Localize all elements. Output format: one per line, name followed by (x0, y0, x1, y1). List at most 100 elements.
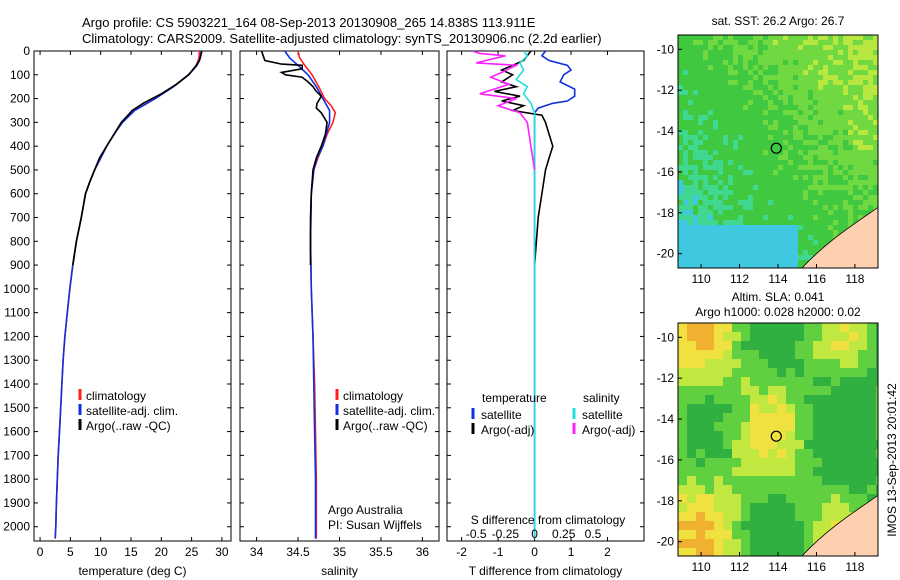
map-cell (733, 250, 738, 255)
map-cell (696, 350, 705, 359)
map-cell (678, 377, 687, 386)
map-cell (753, 185, 758, 190)
map-cell (818, 215, 823, 220)
map-cell (728, 45, 733, 50)
map-cell (828, 220, 833, 225)
map-cell (683, 170, 688, 175)
map-cell (713, 75, 718, 80)
map-cell (778, 125, 783, 130)
map-cell (803, 145, 808, 150)
map-cell (777, 548, 786, 556)
series-line (494, 51, 554, 266)
map-cell (868, 95, 873, 100)
map-cell (683, 265, 688, 268)
map-cell (795, 386, 804, 395)
map-cell (698, 255, 703, 260)
map-cell (876, 404, 878, 413)
map-cell (683, 190, 688, 195)
map-cell (823, 70, 828, 75)
map-cell (868, 205, 873, 210)
x-tick-label: 114 (768, 560, 787, 574)
map-cell (804, 485, 813, 494)
map-cell (693, 220, 698, 225)
map-cell (678, 145, 683, 150)
map-cell (696, 485, 705, 494)
map-cell (808, 55, 813, 60)
map-cell (683, 90, 688, 95)
map-cell (748, 160, 753, 165)
map-cell (858, 431, 867, 440)
map-cell (778, 130, 783, 135)
map-cell (687, 467, 696, 476)
map-cell (753, 65, 758, 70)
map-cell (858, 105, 863, 110)
map-cell (758, 215, 763, 220)
map-cell (763, 190, 768, 195)
map-cell (788, 50, 793, 55)
map-cell (868, 60, 873, 65)
map-cell (678, 539, 687, 548)
map-cell (849, 440, 858, 449)
map-cell (823, 75, 828, 80)
map-cell (858, 440, 867, 449)
map-cell (768, 512, 777, 521)
map-cell (833, 90, 838, 95)
map-cell (798, 195, 803, 200)
map-cell (750, 386, 759, 395)
map-cell (713, 200, 718, 205)
map-cell (687, 440, 696, 449)
map-cell (803, 230, 808, 235)
y-tick-label: 500 (10, 163, 30, 177)
map-cell (793, 260, 798, 265)
map-cell (813, 220, 818, 225)
map-cell (808, 220, 813, 225)
map-cell (693, 75, 698, 80)
plot-frame (33, 50, 232, 542)
map-cell (759, 386, 768, 395)
map-cell (813, 386, 822, 395)
map-cell (773, 125, 778, 130)
map-cell (678, 120, 683, 125)
map-cell (813, 160, 818, 165)
map-cell (833, 215, 838, 220)
map-cell (688, 185, 693, 190)
map-cell (696, 359, 705, 368)
map-cell (688, 215, 693, 220)
map-cell (813, 155, 818, 160)
map-cell (858, 476, 867, 485)
map-cell (804, 494, 813, 503)
map-cell (732, 413, 741, 422)
map-cell (713, 140, 718, 145)
map-cell (708, 145, 713, 150)
map-cell (858, 85, 863, 90)
map-cell (743, 225, 748, 230)
map-cell (876, 413, 878, 422)
map-cell (803, 100, 808, 105)
map-cell (708, 35, 713, 40)
map-cell (853, 95, 858, 100)
map-cell (743, 235, 748, 240)
map-cell (777, 503, 786, 512)
map-cell (873, 190, 878, 195)
map-cell (831, 404, 840, 413)
map-cell (678, 190, 683, 195)
map-cell (831, 323, 840, 332)
map-cell (723, 125, 728, 130)
map-cell (788, 105, 793, 110)
map-cell (858, 422, 867, 431)
map-cell (849, 332, 858, 341)
map-cell (678, 200, 683, 205)
map-cell (693, 95, 698, 100)
map-cell (853, 40, 858, 45)
map-cell (696, 449, 705, 458)
map-cell (718, 260, 723, 265)
map-cell (758, 115, 763, 120)
map-cell (798, 265, 803, 268)
map-cell (713, 120, 718, 125)
map-cell (876, 359, 878, 368)
map-cell (678, 165, 683, 170)
map-cell (708, 155, 713, 160)
map-cell (777, 350, 786, 359)
map-cell (738, 205, 743, 210)
map-cell (768, 323, 777, 332)
